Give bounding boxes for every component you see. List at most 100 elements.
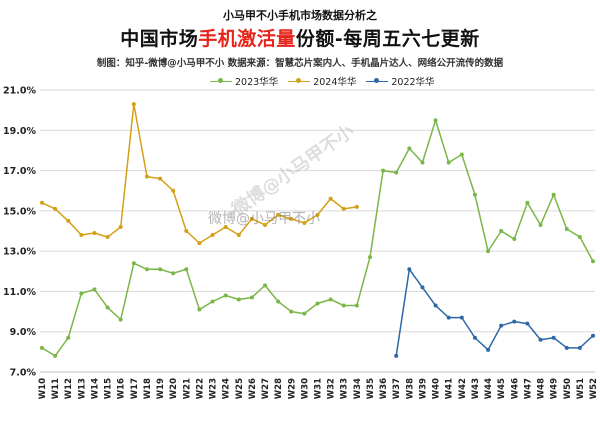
x-tick-label: W24	[222, 378, 232, 399]
x-tick-label: W38	[405, 378, 415, 399]
data-point-0	[551, 192, 556, 197]
data-point-2	[433, 303, 438, 308]
data-point-0	[197, 307, 202, 312]
data-point-2	[472, 335, 477, 340]
legend-swatch-2022	[366, 77, 389, 83]
x-tick-label: W17	[130, 378, 140, 399]
x-tick-label: W52	[589, 378, 599, 399]
data-point-2	[394, 353, 399, 358]
data-point-2	[564, 345, 569, 350]
data-point-0	[289, 309, 294, 314]
x-tick-label: W14	[90, 378, 100, 399]
data-point-0	[105, 305, 110, 310]
x-tick-label: W15	[104, 378, 114, 399]
x-tick-label: W46	[510, 378, 520, 399]
data-point-1	[302, 220, 307, 225]
data-point-0	[525, 200, 530, 205]
data-point-0	[118, 317, 123, 322]
data-point-1	[341, 206, 346, 211]
data-point-2	[446, 315, 451, 320]
data-point-0	[184, 267, 189, 272]
data-point-1	[118, 224, 123, 229]
x-tick-label: W44	[484, 378, 494, 399]
x-tick-label: W10	[38, 378, 48, 399]
chart-source-note: 制图：知乎-微博@小马甲不小 数据来源：智慧芯片案内人、手机晶片达人、网络公开流…	[96, 58, 504, 69]
data-point-1	[171, 188, 176, 193]
data-point-1	[158, 176, 163, 181]
data-point-1	[144, 174, 149, 179]
x-tick-label: W48	[537, 378, 547, 399]
data-point-0	[564, 226, 569, 231]
data-point-0	[499, 229, 504, 233]
data-point-2	[577, 345, 582, 350]
x-tick-label: W33	[340, 378, 350, 399]
x-tick-label: W30	[300, 378, 310, 399]
y-tick-label: 9.0%	[10, 327, 37, 338]
data-point-0	[210, 299, 215, 304]
chart-legend: 2023华华 2024华华 2022华华	[210, 74, 435, 88]
data-point-1	[249, 216, 254, 221]
title-suffix: 份额-每周五六七更新	[295, 28, 480, 50]
x-tick-label: W21	[182, 378, 192, 399]
data-point-0	[158, 267, 163, 272]
y-tick-label: 15.0%	[3, 206, 36, 217]
x-tick-label: W26	[248, 378, 258, 399]
legend-item-2022: 2022华华	[366, 74, 435, 88]
data-point-2	[512, 319, 517, 324]
x-tick-label: W23	[209, 378, 219, 399]
data-point-2	[551, 335, 556, 340]
x-tick-label: W42	[458, 378, 468, 399]
data-point-0	[591, 259, 595, 264]
series-line-2	[395, 268, 594, 356]
data-point-0	[341, 303, 346, 308]
data-point-0	[486, 249, 491, 254]
data-point-0	[394, 170, 399, 175]
data-point-1	[289, 216, 294, 221]
data-point-2	[459, 315, 464, 320]
data-point-2	[525, 321, 530, 326]
data-point-0	[472, 192, 477, 197]
legend-label-2023: 2023华华	[235, 77, 279, 88]
data-point-0	[538, 222, 543, 227]
y-tick-label: 13.0%	[3, 247, 36, 258]
x-tick-label: W34	[353, 378, 363, 399]
data-point-1	[131, 102, 136, 107]
x-tick-label: W18	[143, 378, 153, 399]
data-point-0	[407, 146, 412, 151]
x-tick-label: W11	[51, 378, 61, 399]
data-point-0	[354, 303, 359, 308]
legend-label-2024: 2024华华	[313, 77, 357, 88]
x-tick-label: W50	[563, 378, 573, 399]
data-point-1	[105, 235, 110, 240]
x-tick-label: W47	[523, 378, 533, 399]
data-point-1	[315, 212, 320, 217]
y-tick-label: 17.0%	[3, 166, 36, 177]
y-tick-label: 11.0%	[3, 287, 36, 298]
data-point-0	[315, 301, 320, 306]
title-prefix: 中国市场	[120, 28, 199, 50]
title-highlight: 手机激活量	[198, 28, 296, 50]
x-tick-label: W13	[77, 378, 87, 399]
x-tick-label: W45	[497, 378, 507, 399]
y-tick-label: 7.0%	[10, 368, 37, 379]
data-point-0	[223, 293, 228, 298]
data-point-1	[276, 212, 281, 217]
y-tick-label: 21.0%	[3, 86, 36, 97]
data-point-1	[40, 200, 44, 205]
x-tick-label: W29	[287, 378, 297, 399]
data-point-1	[53, 206, 58, 211]
x-tick-label: W20	[169, 378, 179, 399]
legend-swatch-2024	[288, 77, 311, 83]
data-point-0	[79, 291, 84, 296]
legend-label-2022: 2022华华	[391, 77, 435, 88]
data-point-1	[66, 218, 71, 223]
data-point-0	[131, 261, 136, 266]
data-point-1	[354, 204, 359, 209]
data-point-0	[53, 353, 58, 358]
x-tick-label: W19	[156, 378, 166, 399]
x-tick-label: W28	[274, 378, 284, 399]
data-point-2	[407, 267, 412, 272]
x-tick-label: W27	[261, 378, 271, 399]
x-tick-label: W32	[327, 378, 337, 399]
data-point-0	[381, 168, 386, 173]
